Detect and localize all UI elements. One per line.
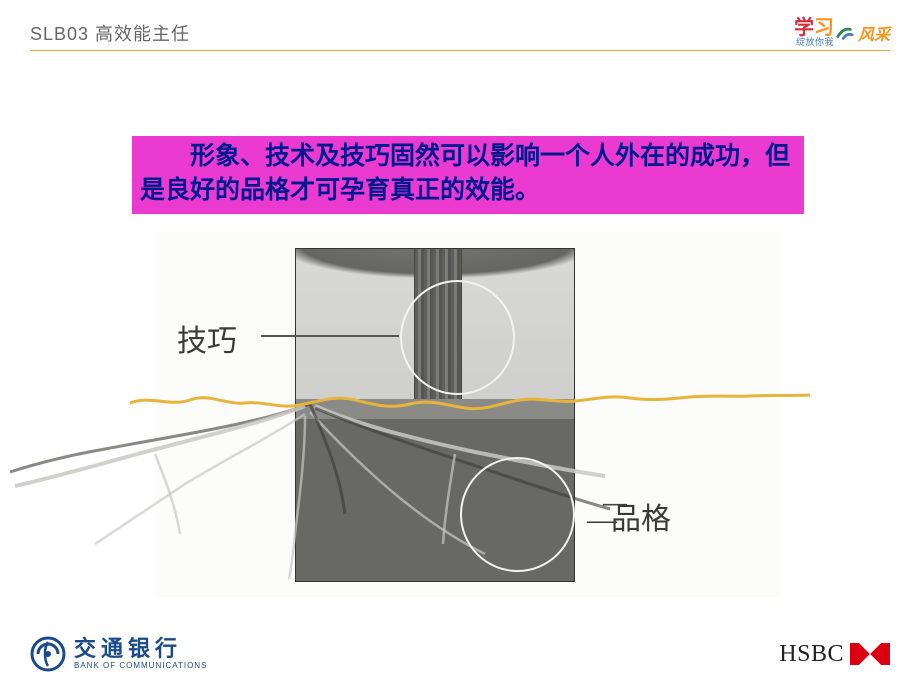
learn-logo-subtitle: 绽放你我 xyxy=(796,38,834,47)
bocom-cn: 交通银行 xyxy=(74,638,207,660)
learn-logo-tail: 风采 xyxy=(858,21,890,45)
leader-technique xyxy=(261,335,399,337)
quote-text: 形象、技术及技巧固然可以影响一个人外在的成功，但是良好的品格才可孕育真正的效能。 xyxy=(140,140,796,208)
bocom-text: 交通银行 BANK OF COMMUNICATIONS xyxy=(74,638,207,670)
bocom-en: BANK OF COMMUNICATIONS xyxy=(74,662,207,670)
hsbc-icon xyxy=(850,643,890,665)
label-character: —品格 xyxy=(587,494,671,538)
slide-footer: 交通银行 BANK OF COMMUNICATIONS HSBC xyxy=(30,636,890,672)
circle-character xyxy=(460,457,575,572)
learn-char-1: 学 xyxy=(794,17,814,39)
slide-code-title: SLB03 高效能主任 xyxy=(30,20,190,46)
quote-box: 形象、技术及技巧固然可以影响一个人外在的成功，但是良好的品格才可孕育真正的效能。 xyxy=(132,136,804,214)
bocom-icon xyxy=(30,636,66,672)
bocom-logo-block: 交通银行 BANK OF COMMUNICATIONS xyxy=(30,636,207,672)
header-divider xyxy=(30,50,890,51)
hsbc-text: HSBC xyxy=(779,641,844,668)
circle-technique xyxy=(400,280,515,395)
learn-logo: 学习 绽放你我 风采 xyxy=(794,18,890,47)
learn-char-2: 习 xyxy=(814,17,834,39)
hsbc-logo-block: HSBC xyxy=(779,641,890,668)
tree-diagram: 技巧 — —品格 xyxy=(155,232,780,597)
learn-logo-main: 学习 xyxy=(794,18,834,38)
label-technique: 技巧 xyxy=(177,316,237,360)
learn-swoosh-icon xyxy=(836,24,854,42)
slide-header: SLB03 高效能主任 学习 绽放你我 风采 xyxy=(30,18,890,47)
